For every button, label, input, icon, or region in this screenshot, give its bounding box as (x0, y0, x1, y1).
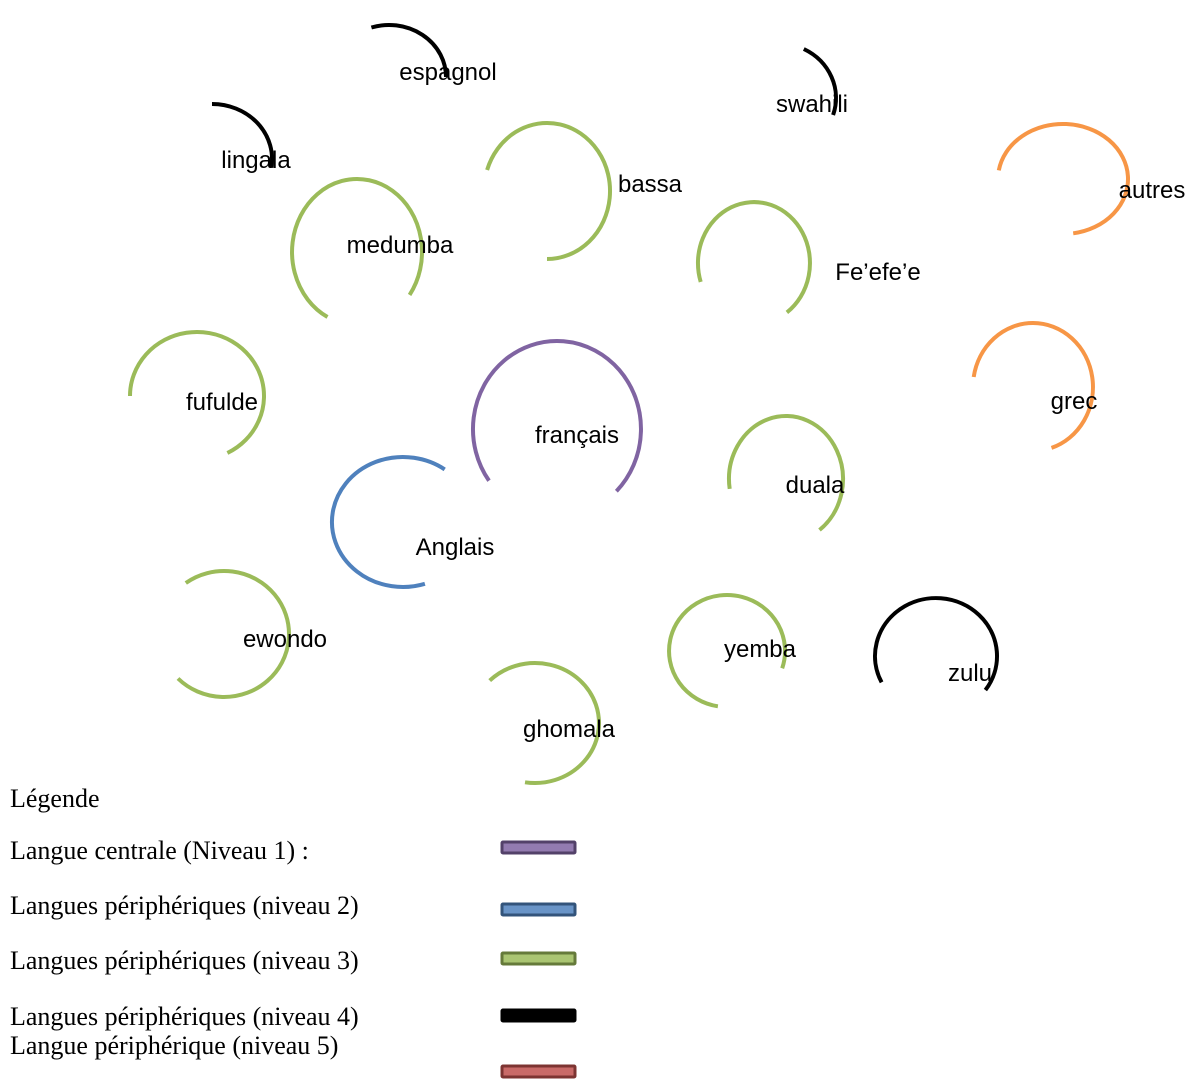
language-node-autres: autres (996, 121, 1186, 236)
language-label-grec: grec (1051, 388, 1098, 415)
legend-label-level2: Langues périphériques (niveau 2) (10, 891, 359, 920)
language-arc-fufulde (128, 330, 266, 455)
language-node-medumba: medumba (290, 177, 454, 319)
language-label-duala: duala (786, 472, 845, 499)
language-label-swahili: swahili (776, 91, 848, 118)
language-node-espagnol: espagnol (370, 22, 497, 86)
language-arc-bassa (485, 121, 612, 261)
language-node-anglais: Anglais (330, 455, 495, 589)
language-arc-ghomala (488, 661, 601, 785)
legend: Légende Langue centrale (Niveau 1) : Lan… (10, 784, 577, 1079)
language-label-feefee: Fe’efe’e (835, 259, 920, 286)
language-arc-duala (727, 414, 845, 532)
language-arc-lingala (211, 102, 274, 168)
language-arc-autres (996, 121, 1130, 236)
language-arc-grec (971, 321, 1095, 450)
language-label-medumba: medumba (347, 232, 454, 259)
language-node-zulu: zulu (873, 596, 1000, 692)
language-arc-yemba (667, 593, 788, 709)
language-label-francais: français (535, 422, 619, 449)
legend-swatch-level4 (500, 1008, 577, 1023)
language-label-autres: autres (1119, 177, 1186, 204)
language-label-ghomala: ghomala (523, 716, 616, 743)
language-arc-ewondo (176, 568, 291, 699)
nodes-layer: espagnol swahili lingala bassa autres medumba… (128, 22, 1186, 785)
language-node-feefee: Fe’efe’e (695, 200, 921, 314)
language-label-yemba: yemba (724, 636, 797, 663)
language-node-ewondo: ewondo (176, 568, 327, 699)
language-node-bassa: bassa (485, 121, 683, 261)
legend-title: Légende (10, 784, 100, 813)
language-label-fufulde: fufulde (186, 389, 258, 416)
legend-label-level4: Langues périphériques (niveau 4) (10, 1002, 359, 1031)
language-node-grec: grec (971, 321, 1098, 450)
legend-swatch-level5 (500, 1064, 577, 1079)
language-label-ewondo: ewondo (243, 626, 327, 653)
legend-swatch-level1 (500, 840, 577, 855)
language-arc-zulu (873, 596, 1000, 692)
language-arc-francais (470, 339, 643, 493)
language-arc-swahili (802, 47, 838, 116)
legend-label-level5: Langue périphérique (niveau 5) (10, 1031, 338, 1060)
language-arc-feefee (695, 200, 812, 314)
language-node-swahili: swahili (776, 47, 848, 118)
legend-label-level3: Langues périphériques (niveau 3) (10, 946, 359, 975)
language-label-zulu: zulu (948, 660, 992, 687)
language-node-francais: français (470, 339, 643, 493)
language-node-lingala: lingala (211, 102, 291, 174)
language-arc-anglais (330, 455, 446, 589)
legend-label-level1: Langue centrale (Niveau 1) : (10, 836, 309, 865)
language-label-bassa: bassa (618, 171, 683, 198)
language-node-duala: duala (727, 414, 845, 532)
legend-swatch-level3 (500, 951, 577, 966)
legend-swatch-level2 (500, 902, 577, 917)
language-label-lingala: lingala (221, 147, 291, 174)
language-arc-espagnol (370, 22, 448, 78)
language-label-anglais: Anglais (416, 534, 495, 561)
language-arc-medumba (290, 177, 424, 319)
language-node-yemba: yemba (667, 593, 797, 709)
language-node-fufulde: fufulde (128, 330, 266, 455)
language-node-ghomala: ghomala (488, 661, 616, 785)
language-label-espagnol: espagnol (399, 59, 496, 86)
